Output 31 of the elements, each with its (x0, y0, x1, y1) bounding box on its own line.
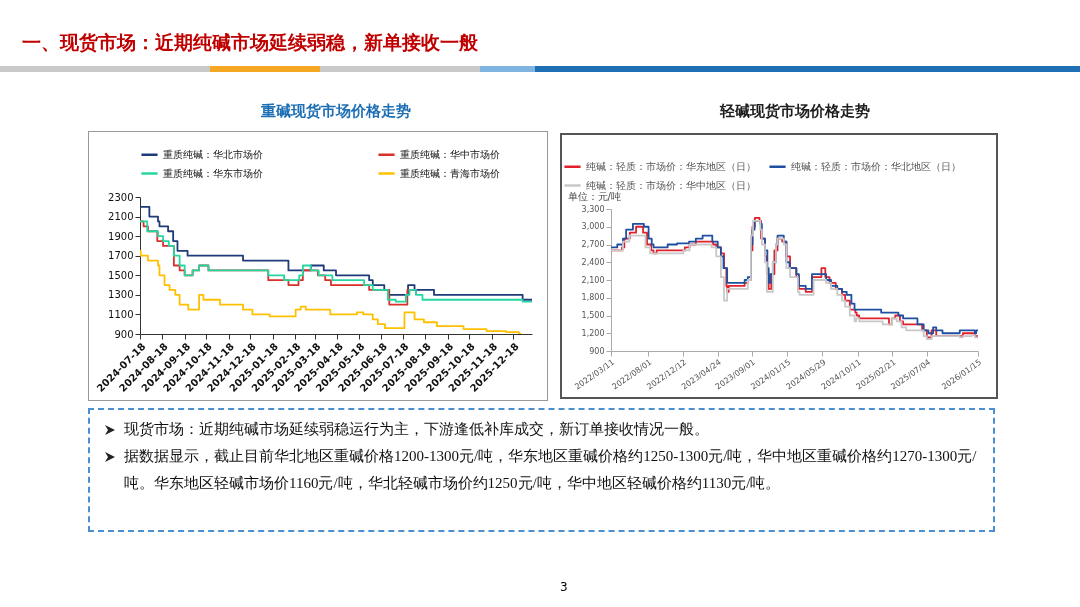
y-tick-label: 900 (589, 346, 605, 356)
y-tick-label: 1300 (108, 289, 134, 301)
y-tick-label: 2100 (108, 211, 134, 223)
y-tick-label: 1,500 (581, 311, 605, 320)
legend-label: 重质纯碱：华北市场价 (163, 148, 263, 160)
y-tick-label: 2300 (108, 191, 134, 203)
y-tick-label: 2,700 (581, 240, 605, 249)
text: 一、现货市场：近期纯碱市场延续弱稳，新单接收一般 (22, 30, 478, 55)
legend-label: 纯碱：轻质：市场价：华中地区（日） (586, 179, 756, 191)
y-tick-label: 900 (114, 328, 134, 340)
chart-title: 重碱现货市场价格走势 (260, 102, 411, 120)
y-tick-label: 3,000 (581, 222, 605, 232)
legend-label: 重质纯碱：青海市场价 (400, 167, 500, 179)
text: 现货市场：近期纯碱市场延续弱稳运行为主，下游逢低补库成交，新订单接收情况一般。 (124, 421, 709, 437)
text: 3 (560, 580, 568, 594)
y-tick-label: 2,400 (581, 257, 605, 267)
legend-label: 重质纯碱：华东市场价 (163, 167, 263, 179)
legend-label: 纯碱：轻质：市场价：华北地区（日） (791, 160, 961, 172)
y-tick-label: 2,100 (581, 275, 605, 285)
y-tick-label: 1,800 (581, 293, 605, 303)
y-tick-label: 3,300 (581, 204, 605, 214)
y-tick-label: 1900 (108, 230, 134, 242)
y-tick-label: 1500 (108, 269, 134, 281)
legend-label: 纯碱：轻质：市场价：华东地区（日） (586, 160, 756, 172)
text: 据数据显示，截止目前华北地区重碱价格1200-1300元/吨，华东地区重碱价格约1250-1300元/吨，华中地区重碱价格约1270-1300元/吨。华东地区轻碱市场价1160元/吨，华北轻碱市场价约1250元/吨，华中地区轻碱价格约1130元/吨。 (124, 448, 977, 491)
y-tick-label: 1700 (108, 250, 134, 262)
chart-title: 轻碱现货市场价格走势 (718, 102, 870, 120)
legend-label: 重质纯碱：华中市场价 (400, 148, 500, 160)
y-tick-label: 1100 (108, 308, 134, 320)
y-axis-title: 单位：元/吨 (567, 190, 621, 202)
y-tick-label: 1,200 (581, 328, 605, 338)
